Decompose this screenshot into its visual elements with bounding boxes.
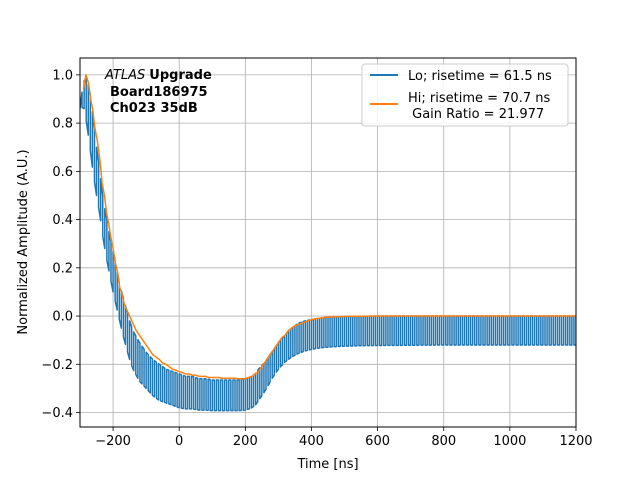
y-tick-label: 0.0 [52, 310, 73, 325]
x-tick-label: 1000 [493, 434, 526, 449]
x-tick-label: 1200 [559, 434, 592, 449]
x-tick-label: 0 [175, 434, 183, 449]
experiment-annotation: ATLAS Upgrade Board186975 Ch023 35dB [104, 68, 212, 116]
x-axis-label: Time [ns] [296, 457, 358, 472]
annotation-line-1: ATLAS Upgrade [104, 68, 212, 83]
legend-label-hi: Hi; risetime = 70.7 ns Gain Ratio = 21.9… [408, 91, 550, 122]
y-tick-label: −0.4 [41, 406, 73, 421]
y-tick-label: 0.6 [52, 165, 73, 180]
x-tick-label: 600 [365, 434, 390, 449]
annotation-status: Upgrade [149, 68, 212, 83]
x-tick-label: 400 [299, 434, 324, 449]
y-tick-label: 0.8 [52, 117, 73, 132]
y-axis-label: Normalized Amplitude (A.U.) [16, 149, 31, 334]
x-tick-label: 200 [233, 434, 258, 449]
legend-label-lo: Lo; risetime = 61.5 ns [408, 69, 552, 84]
annotation-board: Board186975 [110, 85, 208, 100]
legend-label-hi-line-1: Hi; risetime = 70.7 ns [408, 91, 550, 106]
legend-label-hi-line-2: Gain Ratio = 21.977 [408, 107, 544, 122]
x-tick-label: −200 [95, 434, 131, 449]
x-tick-label: 800 [431, 434, 456, 449]
y-tick-label: −0.2 [41, 358, 73, 373]
legend: Lo; risetime = 61.5 ns Hi; risetime = 70… [361, 63, 569, 127]
axes-frame [79, 57, 577, 428]
series-line-hi [82, 74, 576, 380]
legend-box [361, 63, 569, 127]
annotation-experiment: ATLAS [104, 68, 145, 83]
annotation-channel: Ch023 35dB [110, 101, 198, 116]
y-tick-label: 1.0 [52, 68, 73, 83]
y-tick-label: 0.4 [52, 213, 73, 228]
y-tick-label: 0.2 [52, 261, 73, 276]
plot-area [80, 74, 576, 412]
ticks: −200 0 200 400 600 800 1000 1200 −0.4 −0.2 0.0 0.2 0… [41, 68, 592, 449]
